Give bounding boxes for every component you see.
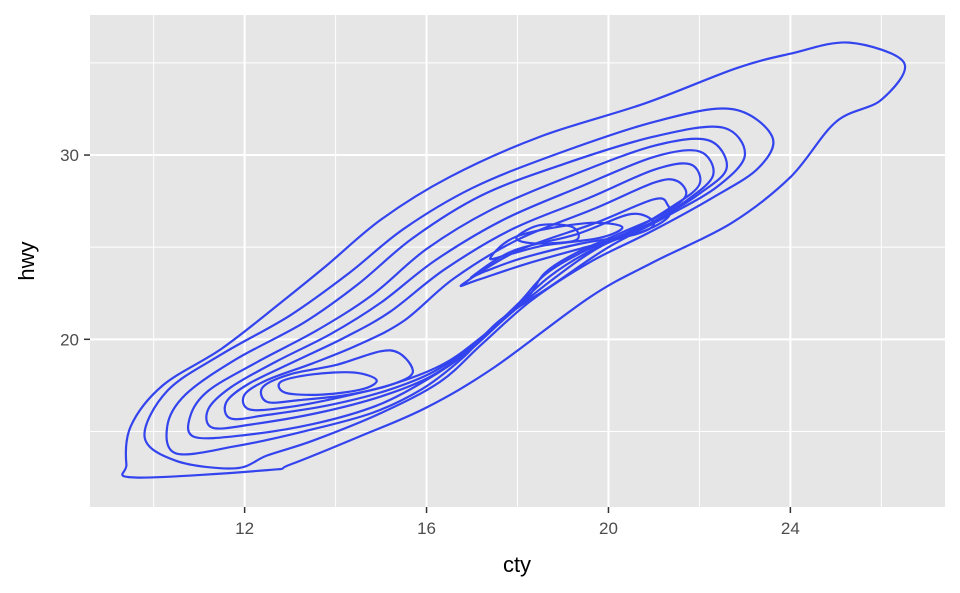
x-tick-label: 20: [599, 519, 618, 538]
contour-line-level-6: [223, 162, 702, 421]
x-tick-label: 16: [417, 519, 436, 538]
contour-line-level-3: [165, 125, 747, 456]
y-tick-label: 20: [60, 330, 79, 349]
y-axis-title: hwy: [14, 241, 39, 280]
contour-line-level-2: [143, 107, 775, 470]
contour-line-level-7: [241, 178, 688, 412]
major-gridlines: [90, 15, 945, 507]
contour-line-level-11: [515, 223, 580, 245]
contour-line-level-1: [121, 41, 907, 479]
minor-gridlines: [90, 15, 945, 507]
y-tick-label: 30: [60, 146, 79, 165]
x-axis-title: cty: [503, 552, 531, 577]
contour-line-level-8: [459, 197, 672, 288]
x-tick-label: 24: [781, 519, 800, 538]
contour-line-level-4: [186, 137, 728, 440]
contour-line-level-10: [489, 221, 624, 261]
x-axis: 12 16 20 24: [235, 507, 800, 538]
contour-line-level-5: [205, 149, 715, 430]
contour-line-level-9: [277, 371, 378, 396]
density-contours: [121, 41, 907, 479]
contour-line-level-8: [259, 349, 415, 404]
x-tick-label: 12: [235, 519, 254, 538]
